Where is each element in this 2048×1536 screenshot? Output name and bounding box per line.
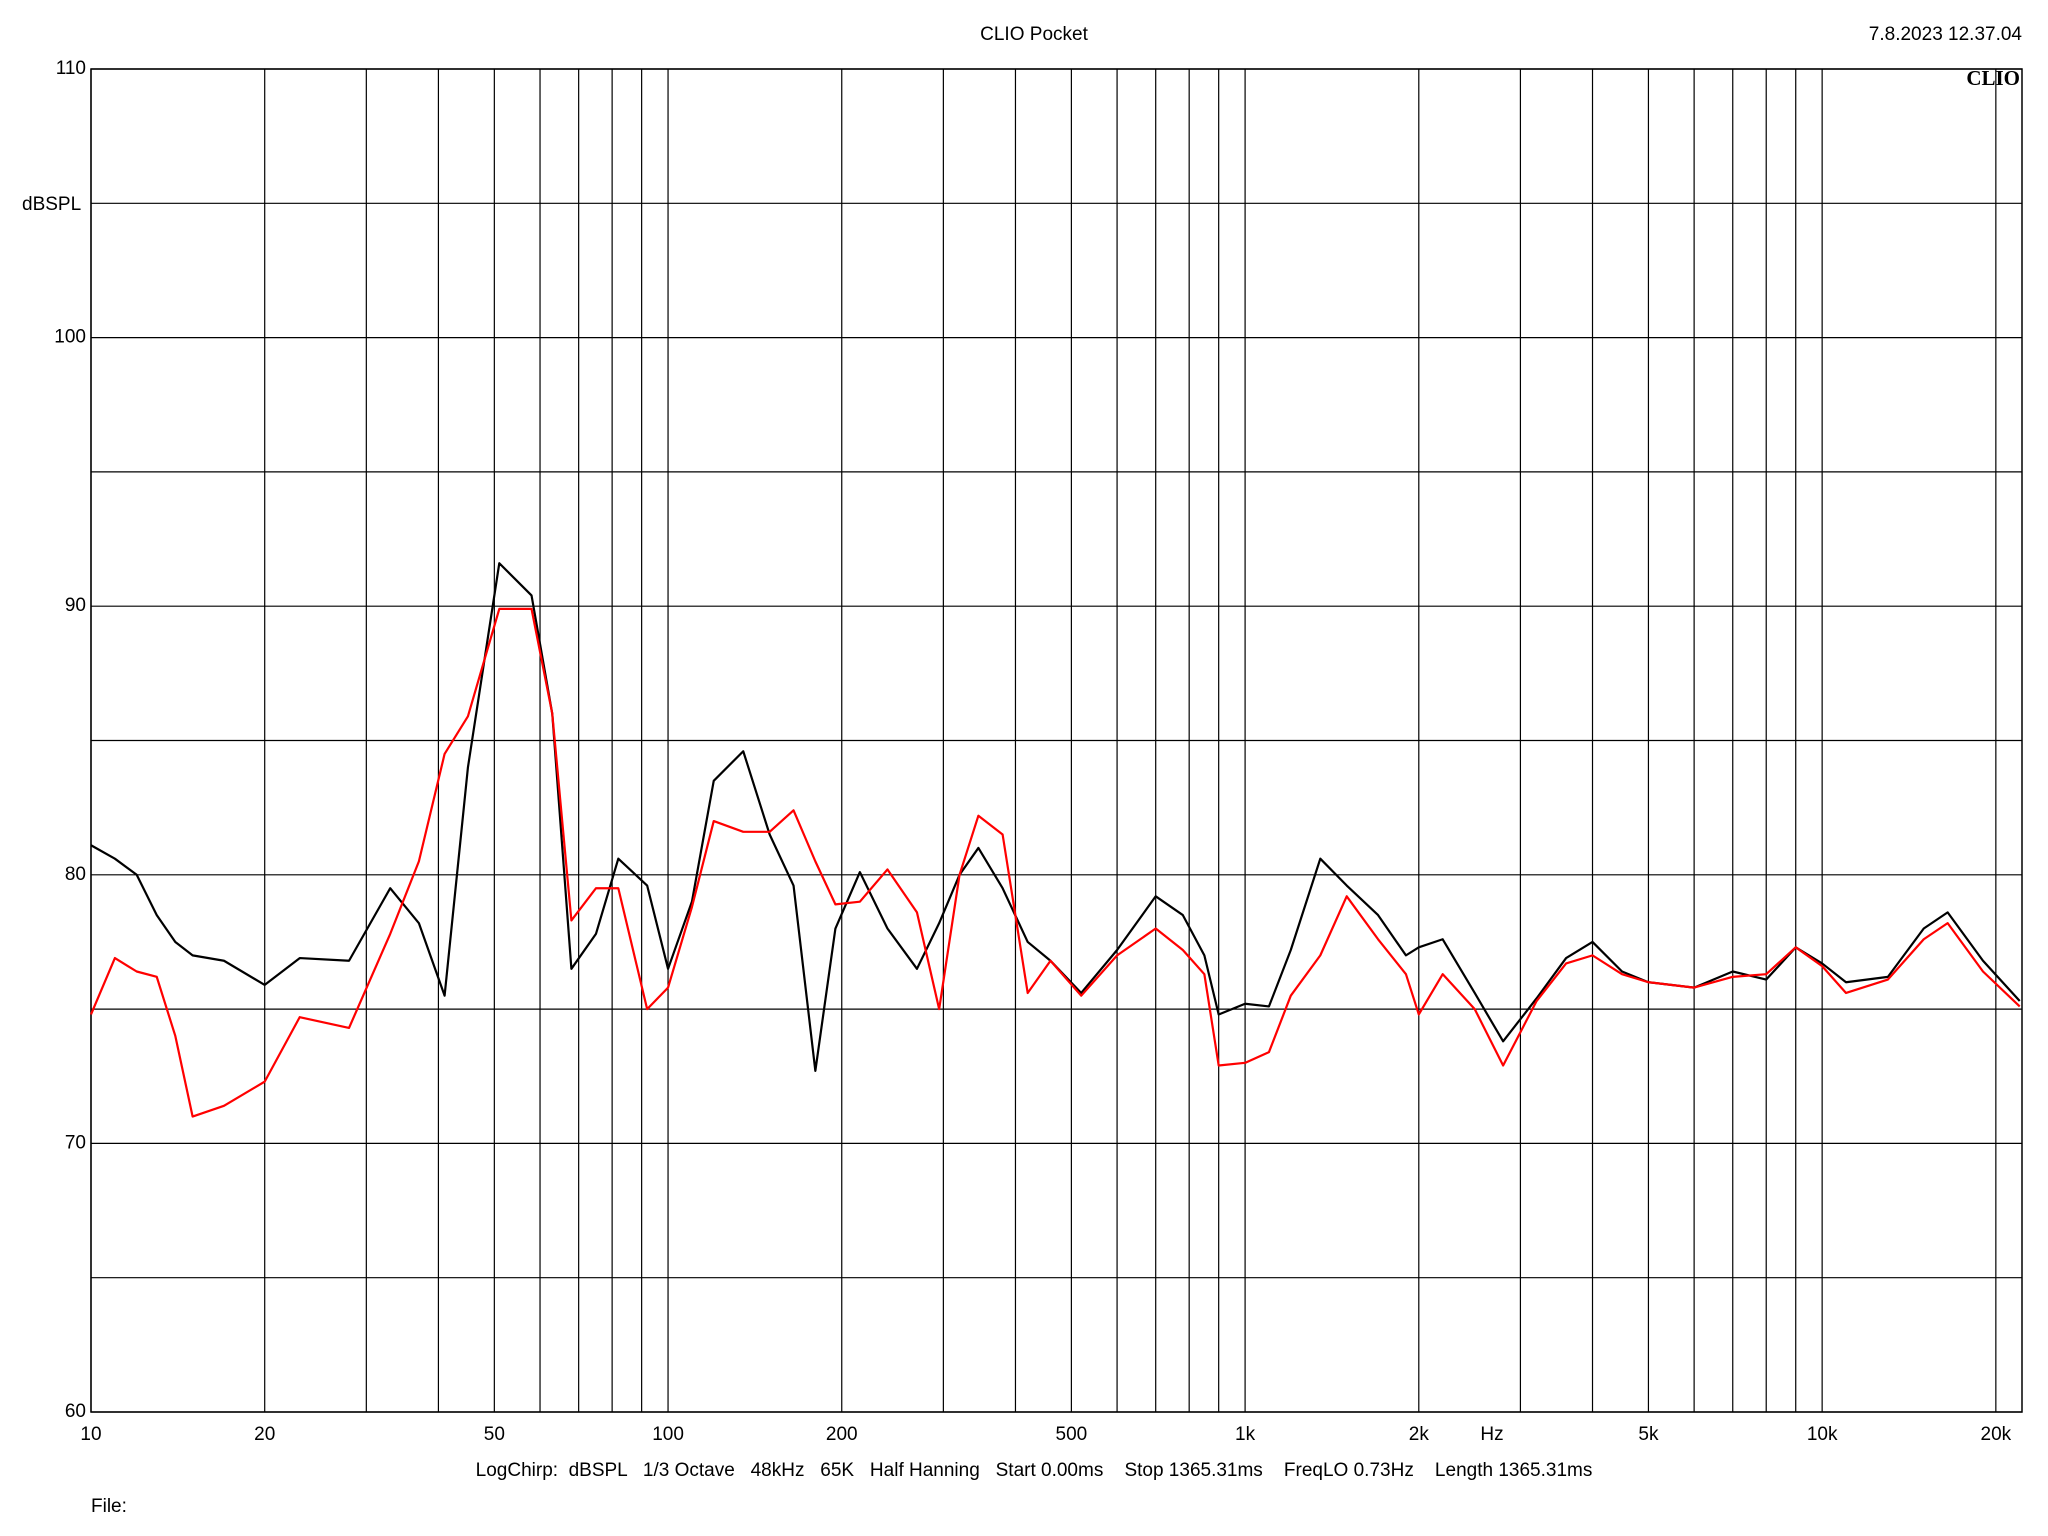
y-axis-label: dBSPL — [22, 194, 81, 215]
plot-frame — [90, 68, 2023, 1413]
series-line — [90, 562, 2021, 1072]
x-tick-label: 20 — [254, 1424, 275, 1445]
x-tick-label: 200 — [826, 1424, 858, 1445]
chart-title: CLIO Pocket — [980, 24, 1088, 45]
x-tick-label: 20k — [1981, 1424, 2012, 1445]
file-label: File: — [91, 1496, 127, 1517]
y-tick-label: 90 — [65, 595, 86, 616]
y-tick-label: 70 — [65, 1132, 86, 1153]
y-tick-label: 60 — [65, 1401, 86, 1422]
timestamp: 7.8.2023 12.37.04 — [1869, 24, 2023, 45]
x-tick-label: 100 — [652, 1424, 684, 1445]
x-tick-label: 500 — [1056, 1424, 1088, 1445]
x-axis-label: Hz — [1480, 1424, 1503, 1445]
x-tick-label: 50 — [484, 1424, 505, 1445]
x-tick-label: 1k — [1235, 1424, 1256, 1445]
footer: LogChirp: dBSPL 1/3 Octave 48kHz 65K Hal… — [476, 1460, 1593, 1481]
x-tick-label: 10k — [1807, 1424, 1838, 1445]
logo: CLIO — [1966, 66, 2020, 90]
x-tick-label: 2k — [1409, 1424, 1430, 1445]
series-line — [89, 607, 2021, 1118]
x-tick-label: 5k — [1638, 1424, 1659, 1445]
y-tick-label: 80 — [65, 864, 86, 885]
y-tick-label: 100 — [54, 327, 86, 348]
y-tick-label: 110 — [56, 58, 86, 79]
x-tick-label: 10 — [80, 1424, 101, 1445]
